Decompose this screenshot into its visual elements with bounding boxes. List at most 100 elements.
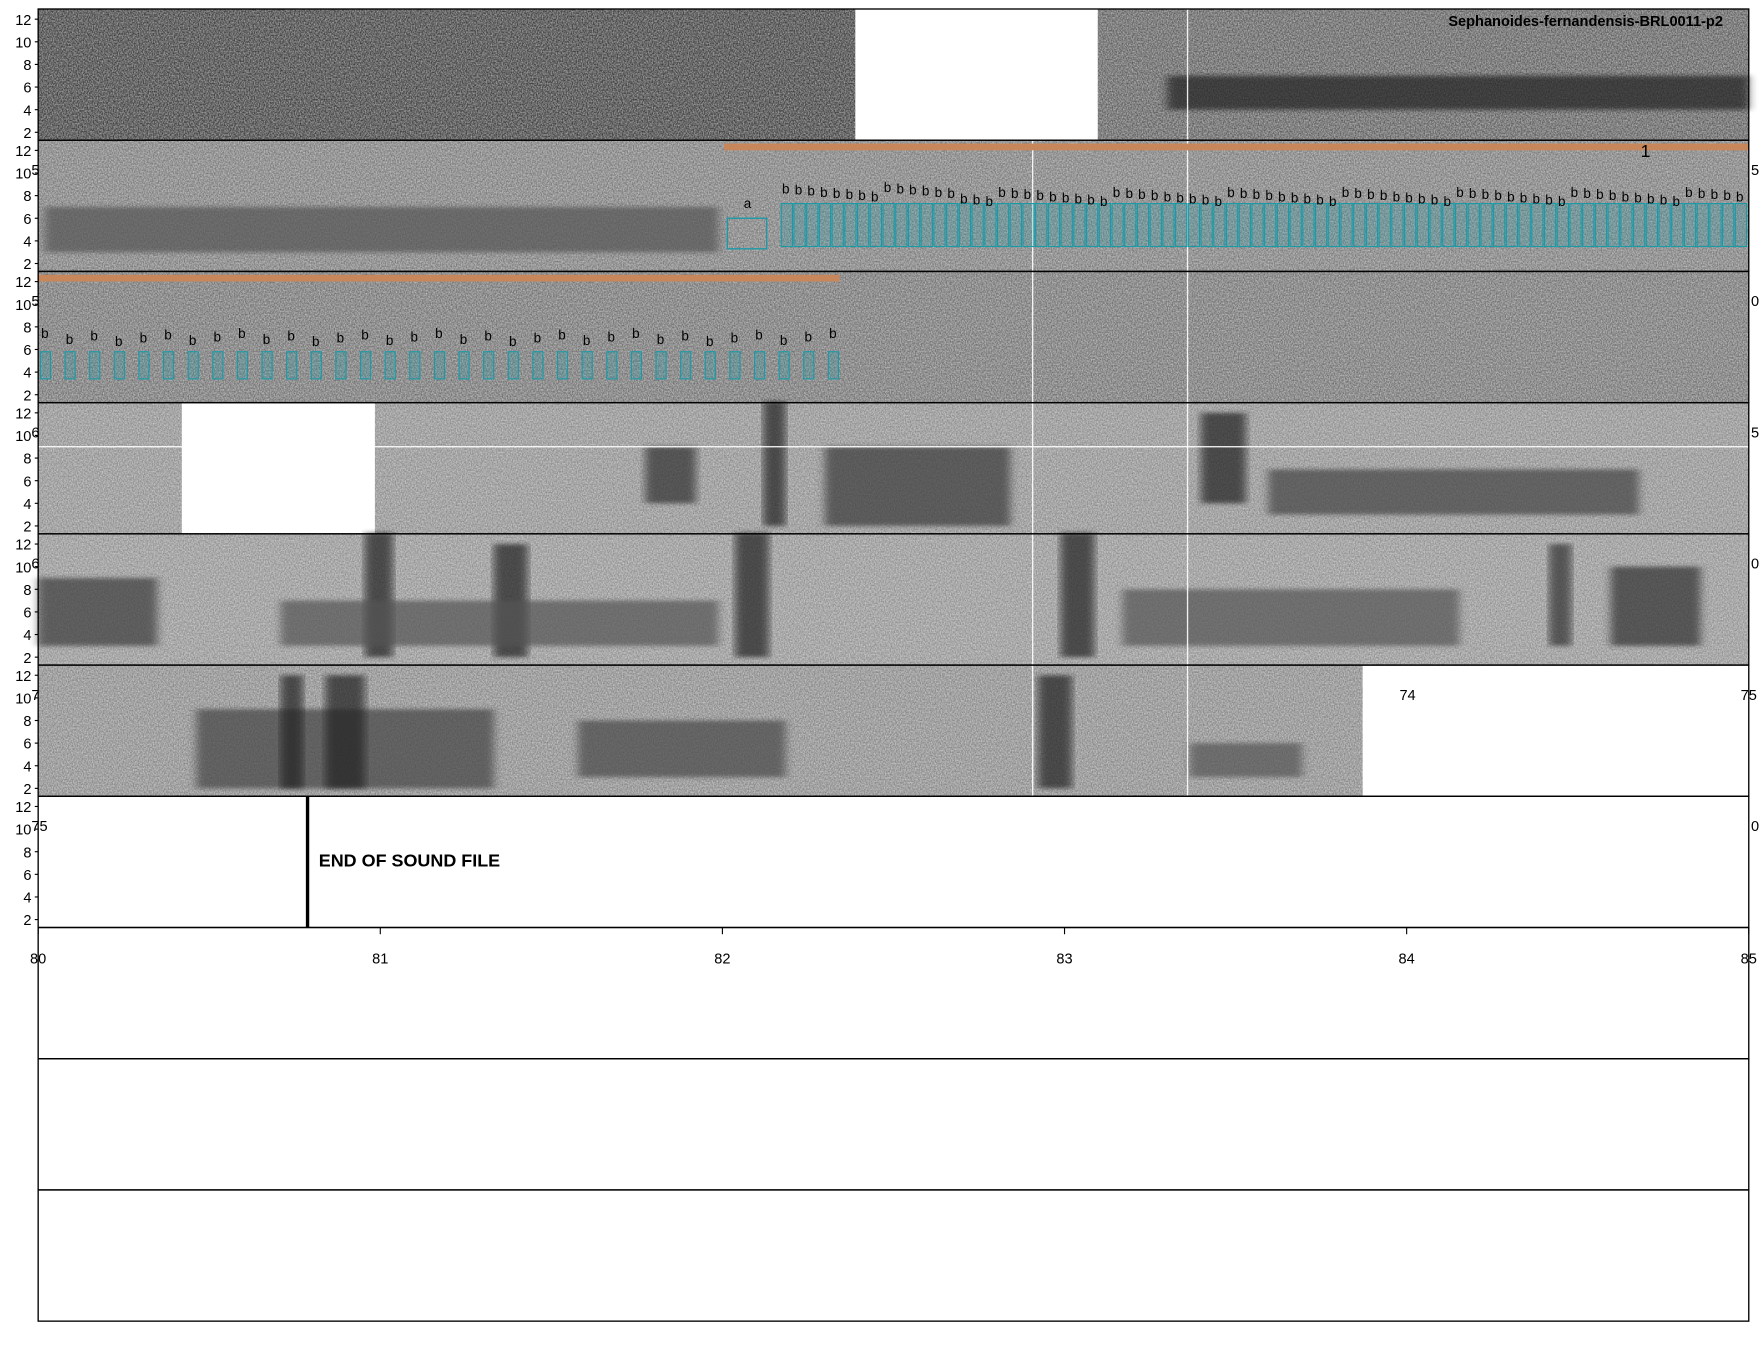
call-blob [1060, 532, 1095, 658]
syllable-label: b [1647, 192, 1654, 207]
edge-label: 0 [1751, 819, 1759, 835]
syllable-box [1225, 202, 1239, 248]
syllable-box [1149, 202, 1162, 248]
syllable-label: b [1723, 188, 1730, 203]
syllable-box [212, 351, 224, 380]
call-blob [1268, 469, 1639, 515]
panels [38, 9, 1749, 797]
syllable-box [359, 351, 372, 380]
syllable-box [958, 202, 972, 248]
syllable-box [1187, 202, 1201, 248]
y-tick-label: 8 [23, 714, 31, 730]
y-tick-label: 6 [23, 868, 31, 884]
syllable-box [778, 351, 790, 380]
syllable-label: b [706, 334, 713, 349]
syllable-box [162, 351, 175, 380]
edge-label: 6 [31, 557, 39, 573]
y-tick-label: 4 [23, 234, 31, 250]
y-tick-label: 2 [23, 257, 31, 273]
syllable-box [1556, 202, 1569, 248]
syllable-box [1531, 202, 1544, 248]
call-blob [735, 532, 769, 658]
syllable-box [556, 351, 569, 380]
syllable-label: b [1507, 189, 1514, 204]
syllable-label: b [681, 328, 688, 343]
syllable-label: b [820, 185, 827, 200]
syllable-box [433, 351, 446, 380]
syllable-label: b [1316, 193, 1323, 208]
time-label: 74 [1399, 688, 1415, 704]
y-tick-label: 4 [23, 103, 31, 119]
syllable-label: b [1024, 187, 1031, 202]
y-tick-label: 6 [23, 474, 31, 490]
syllable-box [1429, 202, 1442, 248]
call-blob [1122, 589, 1460, 646]
call-blob [645, 446, 696, 504]
x-tick-label: 81 [372, 951, 388, 967]
syllable-box [729, 351, 741, 380]
syllable-box [1734, 202, 1748, 248]
y-tick-label: 12 [15, 800, 31, 816]
syllable-label: b [1571, 185, 1578, 200]
syllable-label: b [1164, 189, 1171, 204]
syllable-label: b [731, 331, 738, 346]
syllable-label: b [1545, 193, 1552, 208]
syllable-label: b [386, 333, 393, 348]
syllable-label: b [238, 326, 245, 341]
syllable-label: b [140, 331, 147, 346]
y-tick-label: 8 [23, 58, 31, 74]
edge-label: 5 [31, 294, 39, 310]
y-tick-label: 6 [23, 737, 31, 753]
syllable-box [1722, 202, 1735, 248]
syllable-box [1378, 202, 1391, 248]
syllable-box [1060, 202, 1073, 248]
syllable-label: b [1685, 185, 1692, 200]
syllable-box [39, 351, 52, 380]
syllable-label: b [90, 328, 97, 343]
call-blob [1189, 743, 1303, 778]
syllable-box [1111, 202, 1124, 248]
syllable-label: b [657, 332, 664, 347]
syllable-label: b [214, 330, 221, 345]
syllable-box [946, 202, 959, 248]
y-tick-label: 12 [15, 275, 31, 291]
y-tick-label: 10 [15, 691, 31, 707]
syllable-box [1264, 202, 1277, 248]
syllable-label: b [884, 180, 891, 195]
y-tick-label: 8 [23, 452, 31, 468]
syllable-label: b [947, 186, 954, 201]
syllable-box [827, 351, 840, 380]
syllable-label: b [795, 183, 802, 198]
syllable-box [704, 351, 716, 380]
syllable-label: b [807, 184, 814, 199]
x-tick-label: 84 [1399, 951, 1415, 967]
x-tick-label: 85 [1741, 951, 1757, 967]
syllable-box [818, 202, 832, 248]
call-blob [1167, 75, 1749, 110]
y-tick-label: 2 [23, 520, 31, 536]
syllable-box [187, 351, 199, 380]
syllable-box [532, 351, 544, 380]
syllable-box [1289, 202, 1302, 248]
syllable-box [1340, 202, 1353, 248]
syllable-label: b [1609, 188, 1616, 203]
noise [38, 271, 1749, 403]
syllable-box [1620, 202, 1633, 248]
syllable-label: b [871, 189, 878, 204]
segment-label: 1 [1641, 141, 1651, 161]
syllable-box [1403, 202, 1417, 248]
y-tick-label: 10 [15, 298, 31, 314]
panel-frame [37, 926, 1750, 1060]
panel-frame [37, 1058, 1750, 1191]
syllable-label: b [909, 183, 916, 198]
syllable-box [1442, 202, 1455, 248]
syllable-label: b [755, 327, 762, 342]
syllable-box [1632, 202, 1646, 248]
syllable-label: b [1342, 185, 1349, 200]
syllable-label: b [1049, 189, 1056, 204]
syllable-box [1467, 202, 1480, 248]
call-blob [280, 675, 304, 789]
syllable-label: b [534, 331, 541, 346]
syllable-label: b [1583, 186, 1590, 201]
syllable-label: b [1036, 188, 1043, 203]
